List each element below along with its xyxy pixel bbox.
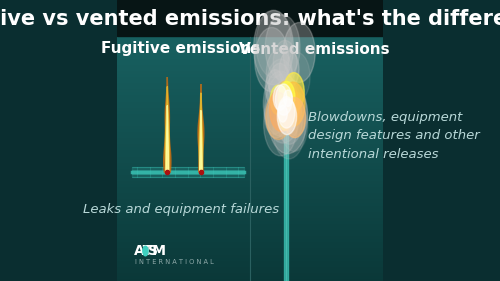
Polygon shape bbox=[166, 87, 169, 172]
Bar bbox=[284, 133, 288, 281]
Circle shape bbox=[287, 96, 300, 119]
Circle shape bbox=[264, 71, 298, 136]
Circle shape bbox=[277, 97, 302, 144]
Circle shape bbox=[278, 101, 294, 129]
Circle shape bbox=[264, 96, 284, 134]
Circle shape bbox=[143, 246, 148, 256]
Circle shape bbox=[284, 72, 304, 112]
Circle shape bbox=[278, 97, 295, 128]
Circle shape bbox=[280, 51, 299, 88]
Circle shape bbox=[284, 90, 292, 106]
Circle shape bbox=[278, 105, 287, 122]
Circle shape bbox=[264, 74, 302, 143]
Circle shape bbox=[283, 22, 315, 82]
Text: Fugitive vs vented emissions: what's the difference?: Fugitive vs vented emissions: what's the… bbox=[0, 9, 500, 29]
Circle shape bbox=[282, 82, 305, 126]
Circle shape bbox=[266, 59, 294, 112]
Circle shape bbox=[278, 81, 295, 112]
Polygon shape bbox=[164, 77, 171, 172]
Polygon shape bbox=[200, 110, 202, 172]
Circle shape bbox=[268, 79, 308, 154]
Circle shape bbox=[266, 92, 291, 140]
Circle shape bbox=[278, 107, 291, 130]
Text: Blowdowns, equipment
design features and other
intentional releases: Blowdowns, equipment design features and… bbox=[308, 112, 480, 160]
Circle shape bbox=[265, 15, 300, 80]
Bar bbox=[116, 0, 384, 36]
Text: Leaks and equipment failures: Leaks and equipment failures bbox=[82, 203, 278, 216]
Circle shape bbox=[264, 92, 298, 156]
Bar bbox=[132, 167, 244, 177]
Circle shape bbox=[270, 85, 286, 115]
Circle shape bbox=[274, 85, 287, 110]
Circle shape bbox=[270, 87, 293, 132]
Circle shape bbox=[284, 92, 308, 135]
Text: Fugitive emissions: Fugitive emissions bbox=[101, 42, 260, 56]
Circle shape bbox=[278, 99, 296, 135]
Circle shape bbox=[274, 40, 296, 84]
Polygon shape bbox=[199, 93, 202, 172]
Circle shape bbox=[281, 101, 307, 151]
Circle shape bbox=[266, 100, 286, 138]
Text: Vented emissions: Vented emissions bbox=[238, 42, 390, 56]
Circle shape bbox=[276, 84, 292, 115]
Polygon shape bbox=[198, 84, 204, 172]
Circle shape bbox=[278, 81, 292, 108]
Circle shape bbox=[256, 11, 292, 78]
Text: S: S bbox=[148, 244, 158, 258]
Circle shape bbox=[284, 52, 310, 101]
Polygon shape bbox=[166, 105, 168, 172]
Circle shape bbox=[254, 10, 294, 85]
Circle shape bbox=[284, 98, 306, 138]
Circle shape bbox=[254, 28, 289, 92]
Circle shape bbox=[266, 49, 292, 98]
Circle shape bbox=[268, 63, 291, 105]
Text: ATM: ATM bbox=[134, 244, 166, 258]
Circle shape bbox=[265, 70, 285, 107]
Circle shape bbox=[273, 99, 305, 159]
Text: I N T E R N A T I O N A L: I N T E R N A T I O N A L bbox=[135, 259, 214, 265]
Circle shape bbox=[282, 89, 300, 124]
